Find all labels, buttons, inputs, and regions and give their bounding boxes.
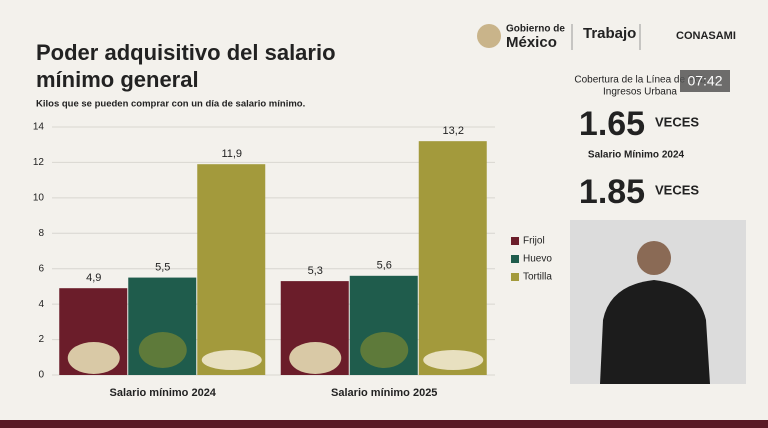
y-tick-label: 4 [38, 299, 44, 310]
stat-unit: VECES [655, 182, 699, 197]
y-tick-label: 14 [33, 122, 45, 133]
y-tick-label: 8 [38, 228, 44, 239]
y-tick-label: 10 [33, 192, 45, 203]
legend-swatch [511, 255, 519, 263]
value-label: 11,9 [221, 148, 242, 160]
value-label: 4,9 [86, 272, 101, 284]
food-stack [201, 350, 262, 370]
agency: CONASAMI [676, 30, 736, 42]
x-tick-label: Salario mínimo 2025 [331, 387, 437, 399]
chart-subtitle: Kilos que se pueden comprar con un día d… [36, 99, 305, 110]
clock: 07:42 [687, 73, 722, 89]
panel-caption: Ingresos Urbana [603, 87, 677, 98]
y-tick-label: 6 [38, 263, 44, 274]
stat-value: 1.65 [579, 105, 645, 143]
stat-value: 1.85 [579, 173, 645, 211]
x-tick-label: Salario mínimo 2024 [110, 387, 217, 399]
logo-emblem [477, 24, 501, 48]
y-tick-label: 0 [38, 370, 44, 381]
legend-label: Huevo [523, 254, 552, 265]
bottom-strip [0, 420, 768, 428]
food-stack [423, 350, 484, 370]
legend-swatch [511, 237, 519, 245]
food-bowl [67, 342, 120, 374]
gov-line1: Gobierno de [506, 24, 565, 35]
ministry: Trabajo [583, 25, 636, 42]
food-bowl [138, 332, 187, 368]
interpreter-body [600, 280, 710, 384]
chart-title-line: Poder adquisitivo del salario mínimo gene… [36, 40, 336, 92]
interpreter-head [637, 241, 671, 275]
gov-line2: México [506, 34, 557, 51]
value-label: 5,3 [308, 265, 323, 277]
food-bowl [289, 342, 342, 374]
value-label: 13,2 [443, 125, 464, 137]
y-tick-label: 2 [38, 334, 44, 345]
y-tick-label: 12 [33, 157, 45, 168]
bar [418, 141, 487, 375]
legend-swatch [511, 273, 519, 281]
value-label: 5,5 [155, 261, 170, 273]
legend-label: Frijol [523, 236, 545, 247]
panel-caption: Cobertura de la Línea de Pob [574, 75, 706, 86]
stat-caption: Salario Mínimo 2024 [588, 150, 685, 161]
bar [197, 164, 266, 375]
stat-unit: VECES [655, 114, 699, 129]
clock-box [680, 70, 730, 92]
legend-label: Tortilla [523, 272, 552, 283]
value-label: 5,6 [377, 260, 392, 272]
food-bowl [360, 332, 409, 368]
